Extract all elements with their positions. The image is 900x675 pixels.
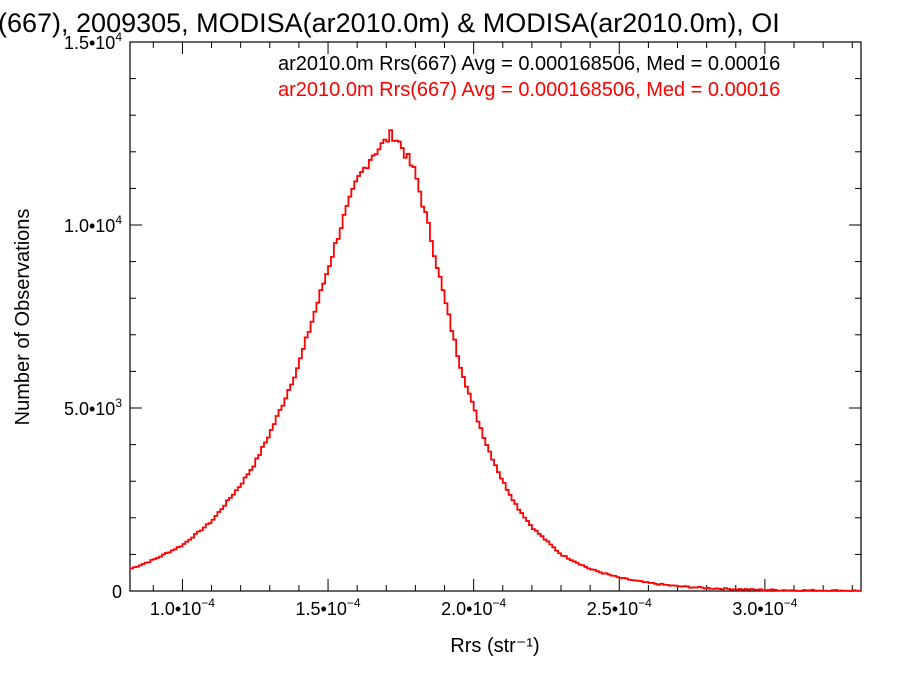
y-tick-label: 0 — [112, 582, 122, 602]
x-axis-ticks: 1.0•10−4 1.5•10−4 2.0•10−4 2.5•10−4 3.0•10−4 — [150, 42, 853, 619]
histogram-step-line — [130, 129, 861, 592]
y-axis-ticks: 0 5.0•103 1.0•104 1.5•104 — [64, 30, 861, 602]
legend-entry-2: ar2010.0m Rrs(667) Avg = 0.000168506, Me… — [278, 79, 780, 101]
x-tick-label: 2.5•10−4 — [587, 596, 652, 619]
y-tick-label: 5.0•103 — [64, 396, 122, 419]
y-tick-label: 1.0•104 — [64, 213, 122, 236]
y-axis-label: Number of Observations — [12, 209, 34, 426]
x-tick-label: 2.0•10−4 — [441, 596, 506, 619]
y-tick-label: 1.5•104 — [64, 30, 122, 53]
chart-title: (667), 2009305, MODISA(ar2010.0m) & MODI… — [0, 8, 780, 38]
x-tick-label: 3.0•10−4 — [732, 596, 797, 619]
legend-entry-1: ar2010.0m Rrs(667) Avg = 0.000168506, Me… — [278, 53, 780, 75]
x-tick-label: 1.0•10−4 — [150, 596, 215, 619]
plot-frame — [129, 41, 862, 592]
x-axis-label: Rrs (str⁻¹) — [450, 635, 539, 657]
x-tick-label: 1.5•10−4 — [296, 596, 361, 619]
